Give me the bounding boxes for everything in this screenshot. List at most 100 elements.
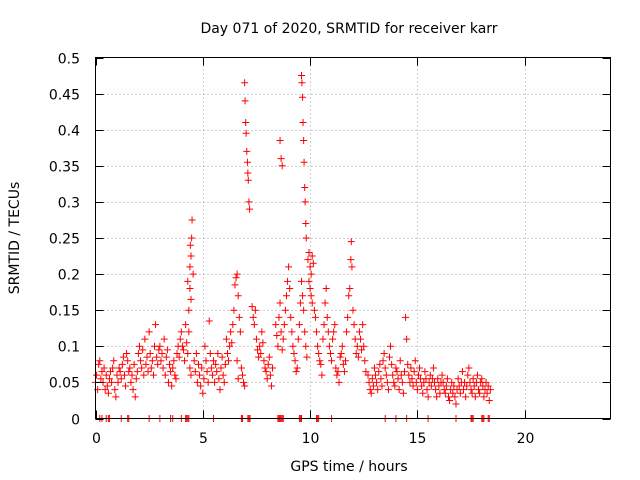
data-point [96,357,104,365]
data-point [350,321,358,329]
data-point [347,256,355,264]
data-point [366,386,374,394]
data-point [127,378,135,386]
data-point [460,386,468,394]
data-point [390,378,398,386]
data-point [231,281,239,289]
data-point [392,364,400,372]
data-point [203,368,211,376]
data-point [199,389,207,397]
data-point [273,331,281,339]
data-point [448,378,456,386]
data-point [129,386,137,394]
data-point [446,396,454,404]
data-point [413,386,421,394]
data-point [385,353,393,361]
data-point [215,375,223,383]
data-point [98,368,106,376]
data-point [149,371,157,379]
data-point [107,368,115,376]
data-point [162,353,170,361]
data-point [156,342,164,350]
data-point [148,357,156,365]
data-point [301,198,309,206]
data-point [285,263,293,271]
data-point [207,364,215,372]
data-point [281,306,289,314]
data-point [250,321,258,329]
data-point [101,386,109,394]
y-tick-label: 0.3 [58,196,80,212]
data-point [142,360,150,368]
data-point [241,382,249,390]
data-point [469,375,477,383]
data-point [320,321,328,329]
data-point [272,321,280,329]
data-point [186,364,194,372]
data-point [426,371,434,379]
data-point [438,371,446,379]
data-point [187,252,195,260]
y-axis-title: SRMTID / TECUs [7,182,23,295]
data-point [179,346,187,354]
data-point [213,368,221,376]
grid [95,57,611,419]
data-point [264,360,272,368]
data-point [300,137,308,145]
data-point [323,313,331,321]
data-point [455,382,463,390]
data-point [251,306,259,314]
data-point [219,371,227,379]
data-point [232,274,240,282]
data-point [298,79,306,87]
data-point [168,382,176,390]
data-point [319,335,327,343]
data-point [249,313,257,321]
data-point [299,93,307,101]
data-point [374,386,382,394]
data-point [289,342,297,350]
data-point [183,339,191,347]
data-point [282,292,290,300]
y-tick-label: 0.45 [49,88,80,104]
data-point [154,360,162,368]
data-point [299,118,307,126]
data-point [311,313,319,321]
data-point [130,360,138,368]
data-point [212,360,220,368]
data-point [155,346,163,354]
data-point [308,299,316,307]
data-point [440,386,448,394]
data-point [341,357,349,365]
data-point [217,364,225,372]
data-point [419,389,427,397]
data-point [134,350,142,358]
data-point [314,342,322,350]
y-tick-label: 0.1 [58,340,80,356]
data-point [300,306,308,314]
data-point [223,350,231,358]
data-point [414,371,422,379]
data-point [379,357,387,365]
y-tick-labels: 0 0.05 0.1 0.15 0.2 0.25 0.3 0.35 0.4 0.45 0.5 [49,52,80,429]
data-point [305,277,313,285]
data-point [116,368,124,376]
data-point [167,368,175,376]
data-point [275,313,283,321]
data-point [241,79,249,87]
data-point [352,350,360,358]
data-point [104,389,112,397]
data-point [178,342,186,350]
data-point [422,375,430,383]
data-point [475,386,483,394]
data-point [325,342,333,350]
data-point [181,357,189,365]
data-point [146,350,154,358]
data-point [354,353,362,361]
data-point [261,364,269,372]
data-point [349,306,357,314]
data-point [93,371,101,379]
data-point [235,313,243,321]
data-point [216,386,224,394]
data-point [393,368,401,376]
